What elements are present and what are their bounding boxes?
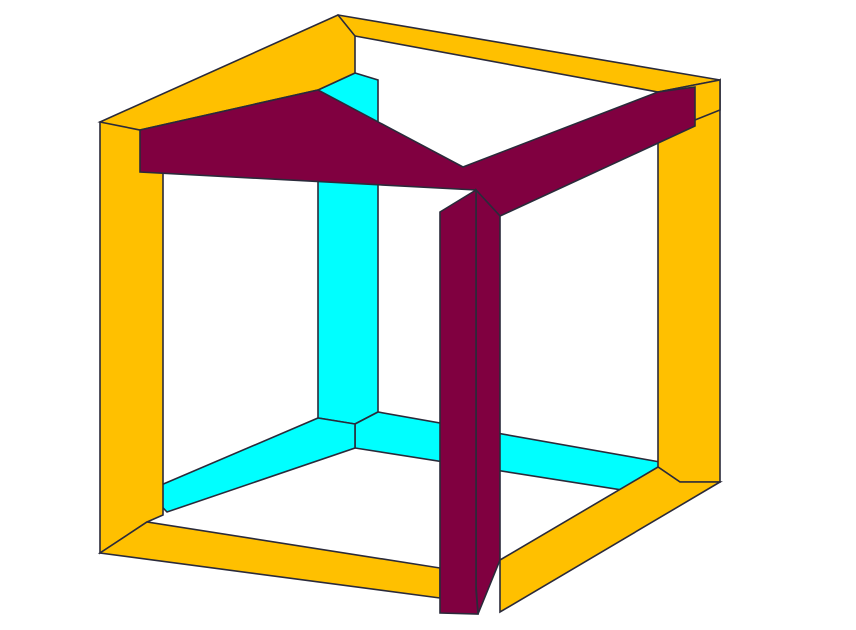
cube-left-post xyxy=(99,109,164,555)
cube-front-right-beam xyxy=(475,187,501,615)
cube-front-post xyxy=(439,188,479,615)
cube-right-bottom-beam xyxy=(499,466,723,614)
impossible-cube xyxy=(97,14,723,615)
cube-front-top-beam xyxy=(139,86,696,217)
cube-right-post xyxy=(657,78,721,483)
